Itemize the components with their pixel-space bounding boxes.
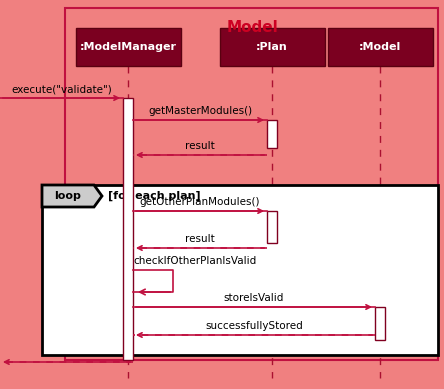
Text: result: result [185, 234, 215, 244]
Bar [375, 307, 385, 340]
Bar [267, 120, 277, 148]
Text: checkIfOtherPlanIsValid: checkIfOtherPlanIsValid [133, 256, 256, 266]
Text: execute("validate"): execute("validate") [11, 84, 112, 94]
Text: Model: Model [226, 20, 278, 35]
Bar [65, 8, 438, 360]
Text: getOtherPlanModules(): getOtherPlanModules() [140, 197, 260, 207]
Bar [267, 211, 277, 243]
Bar [328, 28, 432, 66]
Text: result: result [185, 141, 215, 151]
Bar [42, 185, 438, 355]
Text: successfullyStored: successfullyStored [205, 321, 303, 331]
Text: :ModelManager: :ModelManager [79, 42, 177, 52]
Text: getMasterModules(): getMasterModules() [148, 106, 252, 116]
Text: :Model: :Model [359, 42, 401, 52]
Text: [for each plan]: [for each plan] [108, 191, 201, 201]
Bar [75, 28, 181, 66]
Text: storeIsValid: storeIsValid [224, 293, 284, 303]
Polygon shape [42, 185, 102, 207]
Bar [219, 28, 325, 66]
Bar [123, 98, 133, 360]
Text: :Plan: :Plan [256, 42, 288, 52]
Text: loop: loop [55, 191, 81, 201]
